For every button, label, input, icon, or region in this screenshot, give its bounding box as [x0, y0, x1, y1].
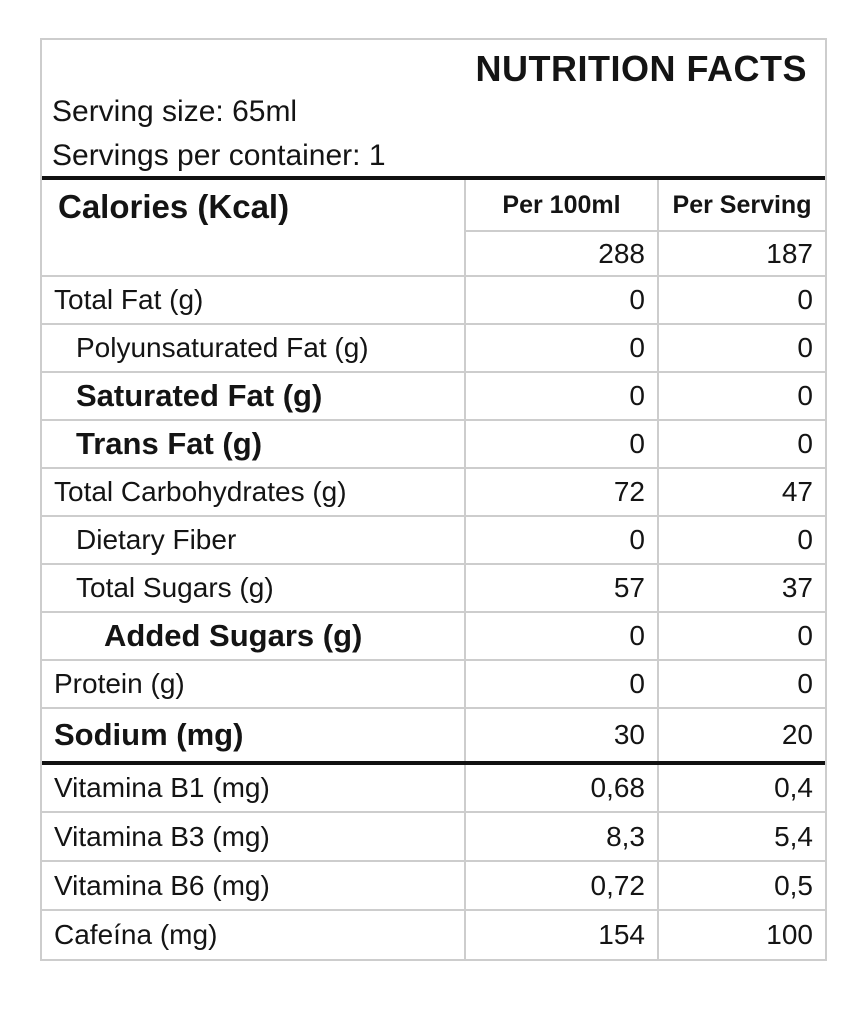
value-per-100ml: 154 — [464, 909, 659, 959]
row-label: Vitamina B6 (mg) — [42, 860, 466, 911]
table-row-total-fat: Total Fat (g) 0 0 — [42, 275, 825, 325]
value-per-100ml: 0,68 — [464, 762, 659, 813]
table-row-trans-fat: Trans Fat (g) 0 0 — [42, 419, 825, 469]
calories-per-serving-value: 187 — [657, 230, 825, 277]
row-label: Saturated Fat (g) — [42, 371, 466, 421]
value-per-serving: 47 — [657, 467, 825, 517]
value-per-serving: 0 — [657, 419, 825, 469]
calories-label: Calories (Kcal) — [42, 180, 466, 277]
table-row-protein: Protein (g) 0 0 — [42, 659, 825, 709]
row-label: Protein (g) — [42, 659, 466, 709]
nutrition-label: NUTRITION FACTS Serving size: 65ml Servi… — [40, 38, 827, 961]
value-per-serving: 0 — [657, 515, 825, 565]
value-per-serving: 0,5 — [657, 860, 825, 911]
servings-per-container-line: Servings per container: 1 — [52, 139, 386, 172]
value-per-100ml: 0,72 — [464, 860, 659, 911]
value-per-100ml: 0 — [464, 515, 659, 565]
table-row-saturated-fat: Saturated Fat (g) 0 0 — [42, 371, 825, 421]
value-per-serving: 0 — [657, 611, 825, 661]
calories-per-100ml-value: 288 — [465, 230, 659, 277]
value-per-100ml: 0 — [464, 419, 659, 469]
value-per-100ml: 30 — [464, 707, 659, 765]
row-label: Total Carbohydrates (g) — [42, 467, 466, 517]
row-label: Dietary Fiber — [42, 515, 466, 565]
table-row-vitamina-b3: Vitamina B3 (mg) 8,3 5,4 — [42, 811, 825, 862]
value-per-100ml: 0 — [464, 275, 659, 325]
value-per-100ml: 8,3 — [464, 811, 659, 862]
value-per-serving: 5,4 — [657, 811, 825, 862]
nutrition-table: Calories (Kcal) Per 100ml Per Serving 28… — [42, 180, 825, 959]
value-per-serving: 20 — [657, 707, 825, 765]
table-row-added-sugars: Added Sugars (g) 0 0 — [42, 611, 825, 661]
column-header-per-serving: Per Serving — [657, 180, 825, 232]
column-header-per-100ml: Per 100ml — [464, 180, 659, 232]
value-per-100ml: 0 — [464, 659, 659, 709]
row-label: Vitamina B3 (mg) — [42, 811, 466, 862]
row-label: Trans Fat (g) — [42, 419, 466, 469]
value-per-100ml: 0 — [464, 371, 659, 421]
value-per-serving: 0 — [657, 659, 825, 709]
value-per-serving: 0 — [657, 275, 825, 325]
value-per-serving: 0,4 — [657, 762, 825, 813]
row-label: Added Sugars (g) — [42, 611, 466, 661]
table-row-total-sugars: Total Sugars (g) 57 37 — [42, 563, 825, 613]
table-row-vitamina-b1: Vitamina B1 (mg) 0,68 0,4 — [42, 762, 825, 813]
value-per-100ml: 0 — [464, 323, 659, 373]
table-row-polyunsaturated-fat: Polyunsaturated Fat (g) 0 0 — [42, 323, 825, 373]
table-row-total-carbohydrates: Total Carbohydrates (g) 72 47 — [42, 467, 825, 517]
value-per-serving: 37 — [657, 563, 825, 613]
value-per-100ml: 72 — [464, 467, 659, 517]
row-label: Vitamina B1 (mg) — [42, 762, 466, 813]
row-label: Total Fat (g) — [42, 275, 466, 325]
row-label: Cafeína (mg) — [42, 909, 466, 959]
row-label: Total Sugars (g) — [42, 563, 466, 613]
page-title: NUTRITION FACTS — [475, 48, 807, 89]
table-row-sodium: Sodium (mg) 30 20 — [42, 707, 825, 765]
value-per-100ml: 57 — [464, 563, 659, 613]
table-row-dietary-fiber: Dietary Fiber 0 0 — [42, 515, 825, 565]
value-per-serving: 100 — [657, 909, 825, 959]
value-per-serving: 0 — [657, 371, 825, 421]
table-row-cafeina: Cafeína (mg) 154 100 — [42, 909, 825, 959]
serving-size-line: Serving size: 65ml — [52, 95, 298, 128]
row-label: Polyunsaturated Fat (g) — [42, 323, 466, 373]
calories-header-row: Calories (Kcal) Per 100ml Per Serving — [42, 180, 825, 277]
value-per-serving: 0 — [657, 323, 825, 373]
value-per-100ml: 0 — [464, 611, 659, 661]
row-label: Sodium (mg) — [42, 707, 466, 765]
table-row-vitamina-b6: Vitamina B6 (mg) 0,72 0,5 — [42, 860, 825, 911]
label-header: NUTRITION FACTS Serving size: 65ml Servi… — [42, 40, 825, 180]
calories-values-row: 288 187 — [42, 230, 825, 277]
